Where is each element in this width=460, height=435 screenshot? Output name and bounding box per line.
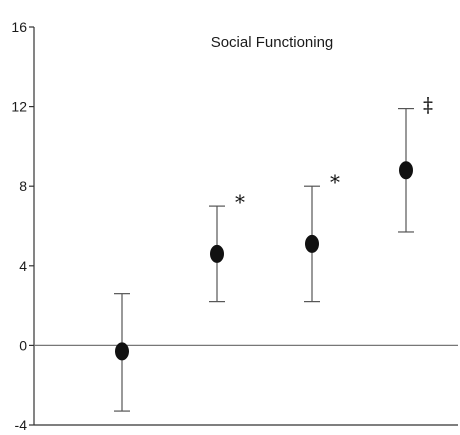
y-tick-label: 0: [19, 337, 27, 353]
data-point: [305, 234, 319, 253]
chart-title: Social Functioning: [211, 34, 334, 51]
y-tick-label: -4: [15, 417, 28, 433]
y-ticks-group: 16 12 8 4 0 -4: [11, 19, 34, 433]
data-point: [115, 342, 129, 361]
y-tick-label: 4: [19, 258, 27, 274]
data-point: [399, 161, 413, 180]
significance-marker: ‡: [423, 93, 433, 117]
data-marks-group: * * ‡: [114, 93, 433, 412]
y-tick-label: 8: [19, 178, 27, 194]
axes-group: [33, 27, 458, 426]
data-point: [210, 244, 224, 263]
significance-marker: *: [235, 190, 245, 214]
y-tick-label: 16: [11, 19, 27, 35]
significance-marker: *: [330, 170, 340, 194]
y-tick-label: 12: [11, 99, 27, 115]
